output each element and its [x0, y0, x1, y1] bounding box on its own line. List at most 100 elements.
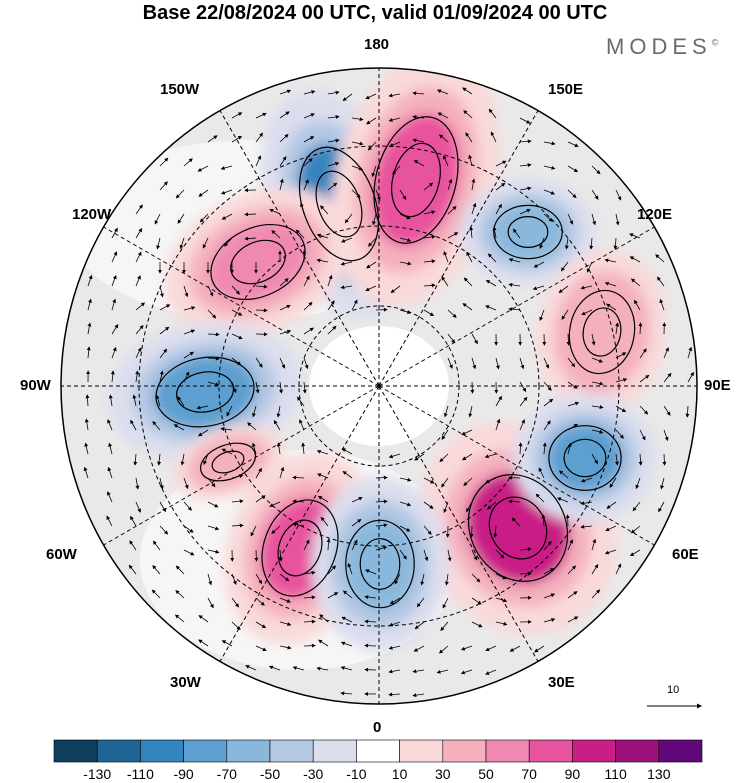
wind-vector [591, 165, 601, 175]
wind-vector [297, 396, 305, 407]
wind-vector [615, 405, 627, 413]
wind-vector [639, 374, 650, 383]
wind-vector [638, 453, 643, 466]
wind-vector [365, 285, 377, 292]
wind-vector [414, 453, 425, 461]
wind-vector [351, 496, 363, 503]
anomaly-core [153, 355, 257, 429]
lon-label-150e: 150E [548, 81, 584, 98]
wind-vector [135, 302, 146, 311]
wind-vector [615, 563, 622, 575]
wind-vector [591, 381, 604, 386]
wind-vector [207, 356, 220, 361]
streamline-ring [548, 425, 622, 491]
wind-vector [495, 573, 507, 580]
wind-vector [658, 501, 665, 513]
wind-vector [519, 163, 532, 168]
wind-vector [388, 621, 401, 627]
wind-vector [389, 141, 401, 147]
wind-vector [375, 523, 388, 528]
wind-vector [84, 442, 89, 455]
wind-vector [303, 539, 310, 551]
wind-vector [83, 466, 89, 479]
wind-vector [567, 591, 578, 599]
wind-vector [273, 419, 281, 431]
streamline-ring [230, 239, 286, 285]
wind-vector [247, 422, 257, 431]
wind-vector [301, 442, 306, 455]
colorbar-tick-label: 90 [564, 766, 581, 782]
wind-vector [135, 501, 141, 513]
wind-vector [231, 621, 241, 630]
wind-vector [302, 381, 307, 394]
wind-vector [556, 497, 569, 503]
wind-vector [347, 562, 353, 575]
wind-vector [423, 259, 436, 264]
wind-vector [508, 499, 521, 504]
wind-vector [295, 229, 305, 239]
streamline-ring [493, 204, 563, 260]
wind-vector [183, 501, 192, 511]
wind-vector [460, 669, 473, 675]
lon-label-0: 0 [373, 719, 382, 736]
wind-vector [279, 304, 291, 311]
wind-vector [463, 277, 473, 287]
wind-vector [341, 616, 353, 623]
map-disc [61, 68, 697, 704]
wind-vector [567, 423, 579, 431]
wind-vector [447, 309, 457, 318]
wind-vector [388, 645, 401, 650]
wind-vector [375, 475, 388, 480]
wind-vector [495, 549, 505, 559]
wind-vector [561, 309, 569, 320]
wind-vector [87, 322, 92, 335]
wind-vector [589, 237, 594, 250]
wind-vector [183, 351, 195, 359]
wind-vector [535, 493, 545, 503]
wind-vector [255, 621, 267, 629]
wind-vector [519, 396, 528, 407]
wind-vector [364, 643, 377, 648]
wind-vector [412, 693, 425, 698]
wind-vector [606, 303, 617, 311]
wind-vector [485, 305, 497, 311]
wind-vector [279, 133, 289, 143]
wind-vector [495, 395, 502, 407]
wind-vector [135, 370, 140, 383]
wind-vector [468, 405, 473, 418]
wind-vector [471, 573, 481, 583]
wind-vector [423, 501, 434, 509]
wind-vector [495, 357, 500, 370]
wind-vector [493, 525, 498, 538]
colorbar-segment [140, 739, 184, 763]
streamline-ring [298, 146, 380, 262]
wind-vector [303, 327, 314, 335]
wind-vector [463, 477, 473, 486]
colorbar-tick-label: -50 [259, 766, 281, 782]
wind-vector [606, 501, 617, 509]
wind-vector [252, 405, 257, 418]
wind-vector [221, 448, 233, 455]
lon-label-150w: 150W [160, 81, 200, 98]
wind-vector [303, 275, 310, 287]
wind-vector [559, 470, 569, 479]
wind-vector [389, 597, 401, 604]
wind-vector [111, 298, 117, 311]
graticule [61, 68, 697, 704]
wind-vector [207, 573, 213, 586]
wind-vector [495, 418, 501, 431]
wind-vector [567, 381, 578, 389]
wind-vector [543, 357, 550, 369]
wind-vector [152, 420, 161, 431]
wind-vector [662, 453, 667, 466]
wind-vector [399, 261, 412, 266]
wind-vector [177, 396, 185, 407]
wind-vector [423, 309, 435, 317]
wind-vector [580, 524, 593, 529]
wind-vector [371, 165, 377, 178]
wind-vector [271, 230, 281, 239]
wind-vector [220, 189, 233, 195]
wind-vector [423, 234, 436, 239]
wind-vector [250, 525, 257, 537]
colorbar-segment [485, 739, 530, 763]
